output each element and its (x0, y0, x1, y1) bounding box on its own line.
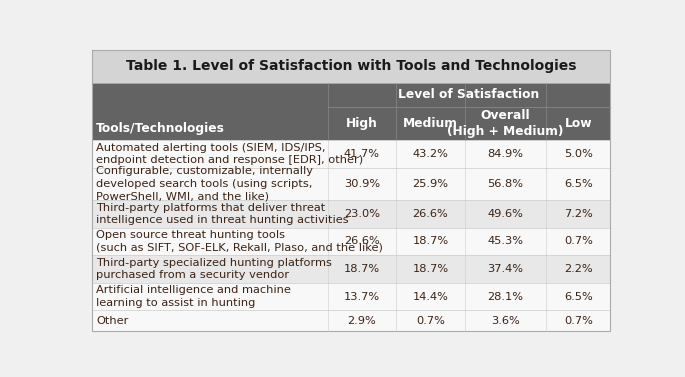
Text: 18.7%: 18.7% (412, 236, 449, 246)
Text: 5.0%: 5.0% (564, 149, 593, 159)
Text: Open source threat hunting tools
(such as SIFT, SOF-ELK, Rekall, Plaso, and the : Open source threat hunting tools (such a… (96, 230, 383, 253)
Bar (92, 255, 610, 283)
Text: 3.6%: 3.6% (491, 316, 520, 326)
Text: 26.6%: 26.6% (344, 236, 379, 246)
Text: 2.9%: 2.9% (347, 316, 376, 326)
Text: 6.5%: 6.5% (564, 291, 593, 302)
Text: 23.0%: 23.0% (344, 209, 380, 219)
Text: Medium: Medium (403, 117, 458, 130)
Text: Other: Other (96, 316, 129, 326)
Bar (92, 200, 610, 228)
Text: 0.7%: 0.7% (564, 316, 593, 326)
Text: 18.7%: 18.7% (344, 264, 380, 274)
Bar (92, 50, 610, 83)
Bar (92, 168, 610, 200)
Text: 7.2%: 7.2% (564, 209, 593, 219)
Text: 2.2%: 2.2% (564, 264, 593, 274)
Text: 41.7%: 41.7% (344, 149, 380, 159)
Text: 30.9%: 30.9% (344, 179, 380, 189)
Text: 26.6%: 26.6% (412, 209, 448, 219)
Text: 13.7%: 13.7% (344, 291, 380, 302)
Text: 45.3%: 45.3% (488, 236, 523, 246)
Text: Third-party specialized hunting platforms
purchased from a security vendor: Third-party specialized hunting platform… (96, 258, 332, 280)
Bar (92, 228, 610, 255)
Text: Configurable, customizable, internally
developed search tools (using scripts,
Po: Configurable, customizable, internally d… (96, 166, 313, 201)
Bar (92, 83, 610, 140)
Text: Automated alerting tools (SIEM, IDS/IPS,
endpoint detection and response [EDR], : Automated alerting tools (SIEM, IDS/IPS,… (96, 143, 363, 165)
Text: Artificial intelligence and machine
learning to assist in hunting: Artificial intelligence and machine lear… (96, 285, 291, 308)
Text: 14.4%: 14.4% (412, 291, 448, 302)
Text: Third-party platforms that deliver threat
intelligence used in threat hunting ac: Third-party platforms that deliver threa… (96, 202, 349, 225)
Text: 0.7%: 0.7% (564, 236, 593, 246)
Text: 37.4%: 37.4% (488, 264, 523, 274)
Text: Table 1. Level of Satisfaction with Tools and Technologies: Table 1. Level of Satisfaction with Tool… (126, 59, 576, 73)
Text: 0.7%: 0.7% (416, 316, 445, 326)
Text: Overall
(High + Medium): Overall (High + Medium) (447, 109, 564, 138)
Text: Level of Satisfaction: Level of Satisfaction (398, 88, 540, 101)
Text: 49.6%: 49.6% (488, 209, 523, 219)
Text: 43.2%: 43.2% (412, 149, 448, 159)
Text: 25.9%: 25.9% (412, 179, 449, 189)
Text: 6.5%: 6.5% (564, 179, 593, 189)
Bar (92, 283, 610, 310)
Text: Low: Low (564, 117, 592, 130)
Bar (92, 140, 610, 168)
Text: 84.9%: 84.9% (488, 149, 523, 159)
Text: High: High (346, 117, 378, 130)
Text: 18.7%: 18.7% (412, 264, 449, 274)
Text: Tools/Technologies: Tools/Technologies (96, 122, 225, 135)
Text: 28.1%: 28.1% (488, 291, 523, 302)
Text: 56.8%: 56.8% (488, 179, 523, 189)
Bar (92, 310, 610, 331)
